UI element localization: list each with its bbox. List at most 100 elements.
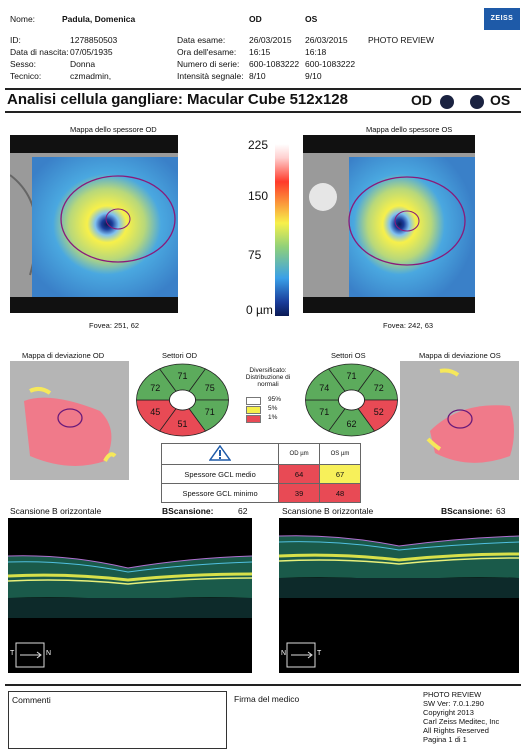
title-bottom-rule: [5, 111, 521, 113]
os-sector-value-lower-right: 52: [374, 407, 384, 417]
os-orientation-box: [286, 642, 316, 668]
os-bscan-number: 63: [496, 506, 506, 516]
technician-label: Tecnico:: [10, 71, 42, 81]
footer-info-line: Carl Zeiss Meditec, Inc: [423, 717, 500, 726]
od-temporal-label: T: [10, 650, 15, 657]
os-deviation-title: Mappa di deviazione OS: [419, 351, 501, 360]
os-thickness-title: Mappa dello spessore OS: [366, 125, 453, 134]
os-nasal-label: N: [281, 650, 287, 657]
exam-time-od: 16:15: [249, 47, 271, 57]
od-sector-value-bottom: 51: [177, 419, 187, 429]
scale-label-75: 75: [248, 248, 262, 262]
legend-title: Diversificato: Distribuzione di normali: [245, 367, 291, 388]
dob-label: Data di nascita:: [10, 47, 69, 57]
od-sector-value-lower-right: 71: [205, 407, 215, 417]
footer-rule: [5, 684, 521, 686]
warning-icon: [208, 444, 232, 461]
od-sector-center: [169, 389, 196, 411]
os-thickness-map: [303, 135, 475, 313]
name-label: Nome:: [10, 14, 36, 24]
patient-name: Padula, Domenica: [62, 14, 136, 24]
os-temporal-label: T: [317, 650, 322, 657]
os-sector-value-upper-left: 74: [319, 383, 329, 393]
id-label: ID:: [10, 35, 21, 45]
gcl-col-od: OD µm: [278, 443, 321, 465]
thickness-color-scale: [275, 144, 289, 316]
exam-time-label: Ora dell'esame:: [177, 47, 237, 57]
serial-label: Numero di serie:: [177, 59, 240, 69]
sex-label: Sesso:: [10, 59, 36, 69]
signal-os: 9/10: [305, 71, 322, 81]
os-bscan-title: Scansione B orizzontale: [282, 506, 374, 516]
os-sector-value-upper-right: 72: [374, 383, 384, 393]
gcl-avg-od: 64: [278, 464, 321, 484]
od-deviation-map: [10, 361, 129, 480]
od-bscan-number: 62: [238, 506, 248, 516]
footer-info-line: All Rights Reserved: [423, 726, 489, 735]
gcl-table: OD µm OS µm Spessore GCL medio 64 67 Spe…: [160, 443, 361, 503]
od-sector-value-top: 71: [177, 371, 187, 381]
od-thickness-map: [9, 135, 222, 313]
legend-swatch-95: [246, 397, 261, 405]
footer-info-line: Copyright 2013: [423, 708, 474, 717]
footer-info: PHOTO REVIEW SW Ver: 7.0.1.290 Copyright…: [423, 690, 499, 744]
od-eye-dot: [440, 95, 454, 109]
patient-dob: 07/05/1935: [70, 47, 113, 57]
od-sector-value-lower-left: 45: [150, 407, 160, 417]
os-sector-center: [338, 389, 365, 411]
os-deviation-map: [400, 361, 519, 480]
od-column-header: OD: [249, 14, 262, 24]
od-sectors-title: Settori OD: [162, 351, 198, 360]
os-sector-value-lower-left: 71: [319, 407, 329, 417]
scale-label-0: 0 µm: [246, 303, 273, 317]
os-eye-dot: [470, 95, 484, 109]
legend-label-95: 95%: [268, 396, 282, 403]
os-sector-value-bottom: 62: [346, 419, 356, 429]
signature-label: Firma del medico: [234, 694, 300, 704]
os-fovea: Fovea: 242, 63: [383, 321, 434, 330]
scale-label-150: 150: [248, 189, 269, 203]
footer-info-line: SW Ver: 7.0.1.290: [423, 699, 484, 708]
os-sectors-title: Settori OS: [331, 351, 366, 360]
comments-box[interactable]: Commenti: [8, 691, 227, 749]
od-bscan-label: BScansione:: [162, 506, 214, 516]
warning-cell: [160, 443, 280, 465]
patient-header: Nome: Padula, Domenica OD OS ID: 1278850…: [8, 14, 478, 86]
legend-swatch-1: [246, 415, 261, 423]
signal-od: 8/10: [249, 71, 266, 81]
od-nasal-label: N: [46, 650, 52, 657]
os-bscan-image: N T: [279, 518, 519, 673]
od-eye-label: OD: [411, 92, 432, 108]
gcl-row-label: Spessore GCL minimo: [160, 483, 280, 503]
exam-date-od: 26/03/2015: [249, 35, 292, 45]
exam-date-os: 26/03/2015: [305, 35, 348, 45]
exam-date-label: Data esame:: [177, 35, 226, 45]
od-sector-value-upper-right: 75: [205, 383, 215, 393]
os-sector-value-top: 71: [346, 371, 356, 381]
patient-id: 1278850503: [70, 35, 118, 45]
gcl-col-os: OS µm: [319, 443, 361, 465]
footer-info-line: Pagina 1 di 1: [423, 735, 467, 744]
os-eye-label: OS: [490, 92, 511, 108]
os-bscan-label: BScansione:: [441, 506, 493, 516]
serial-od: 600-1083222: [249, 59, 300, 69]
serial-os: 600-1083222: [305, 59, 356, 69]
patient-sex: Donna: [70, 59, 96, 69]
gcl-row-label: Spessore GCL medio: [160, 464, 280, 484]
os-column-header: OS: [305, 14, 318, 24]
od-deviation-title: Mappa di deviazione OD: [22, 351, 105, 360]
legend-label-1: 1%: [268, 414, 278, 421]
exam-time-os: 16:18: [305, 47, 327, 57]
page-title: Analisi cellula gangliare: Macular Cube …: [7, 91, 348, 108]
legend-swatch-5: [246, 406, 261, 414]
signal-label: Intensità segnale:: [177, 71, 244, 81]
gcl-avg-os: 67: [319, 464, 361, 484]
od-bscan-title: Scansione B orizzontale: [10, 506, 102, 516]
gcl-min-os: 48: [319, 483, 361, 503]
zeiss-logo: ZEISS: [484, 8, 520, 30]
comments-label: Commenti: [12, 695, 51, 705]
legend-label-5: 5%: [268, 405, 278, 412]
od-fovea: Fovea: 251, 62: [89, 321, 140, 330]
gcl-min-od: 39: [278, 483, 321, 503]
od-thickness-title: Mappa dello spessore OD: [70, 125, 157, 134]
